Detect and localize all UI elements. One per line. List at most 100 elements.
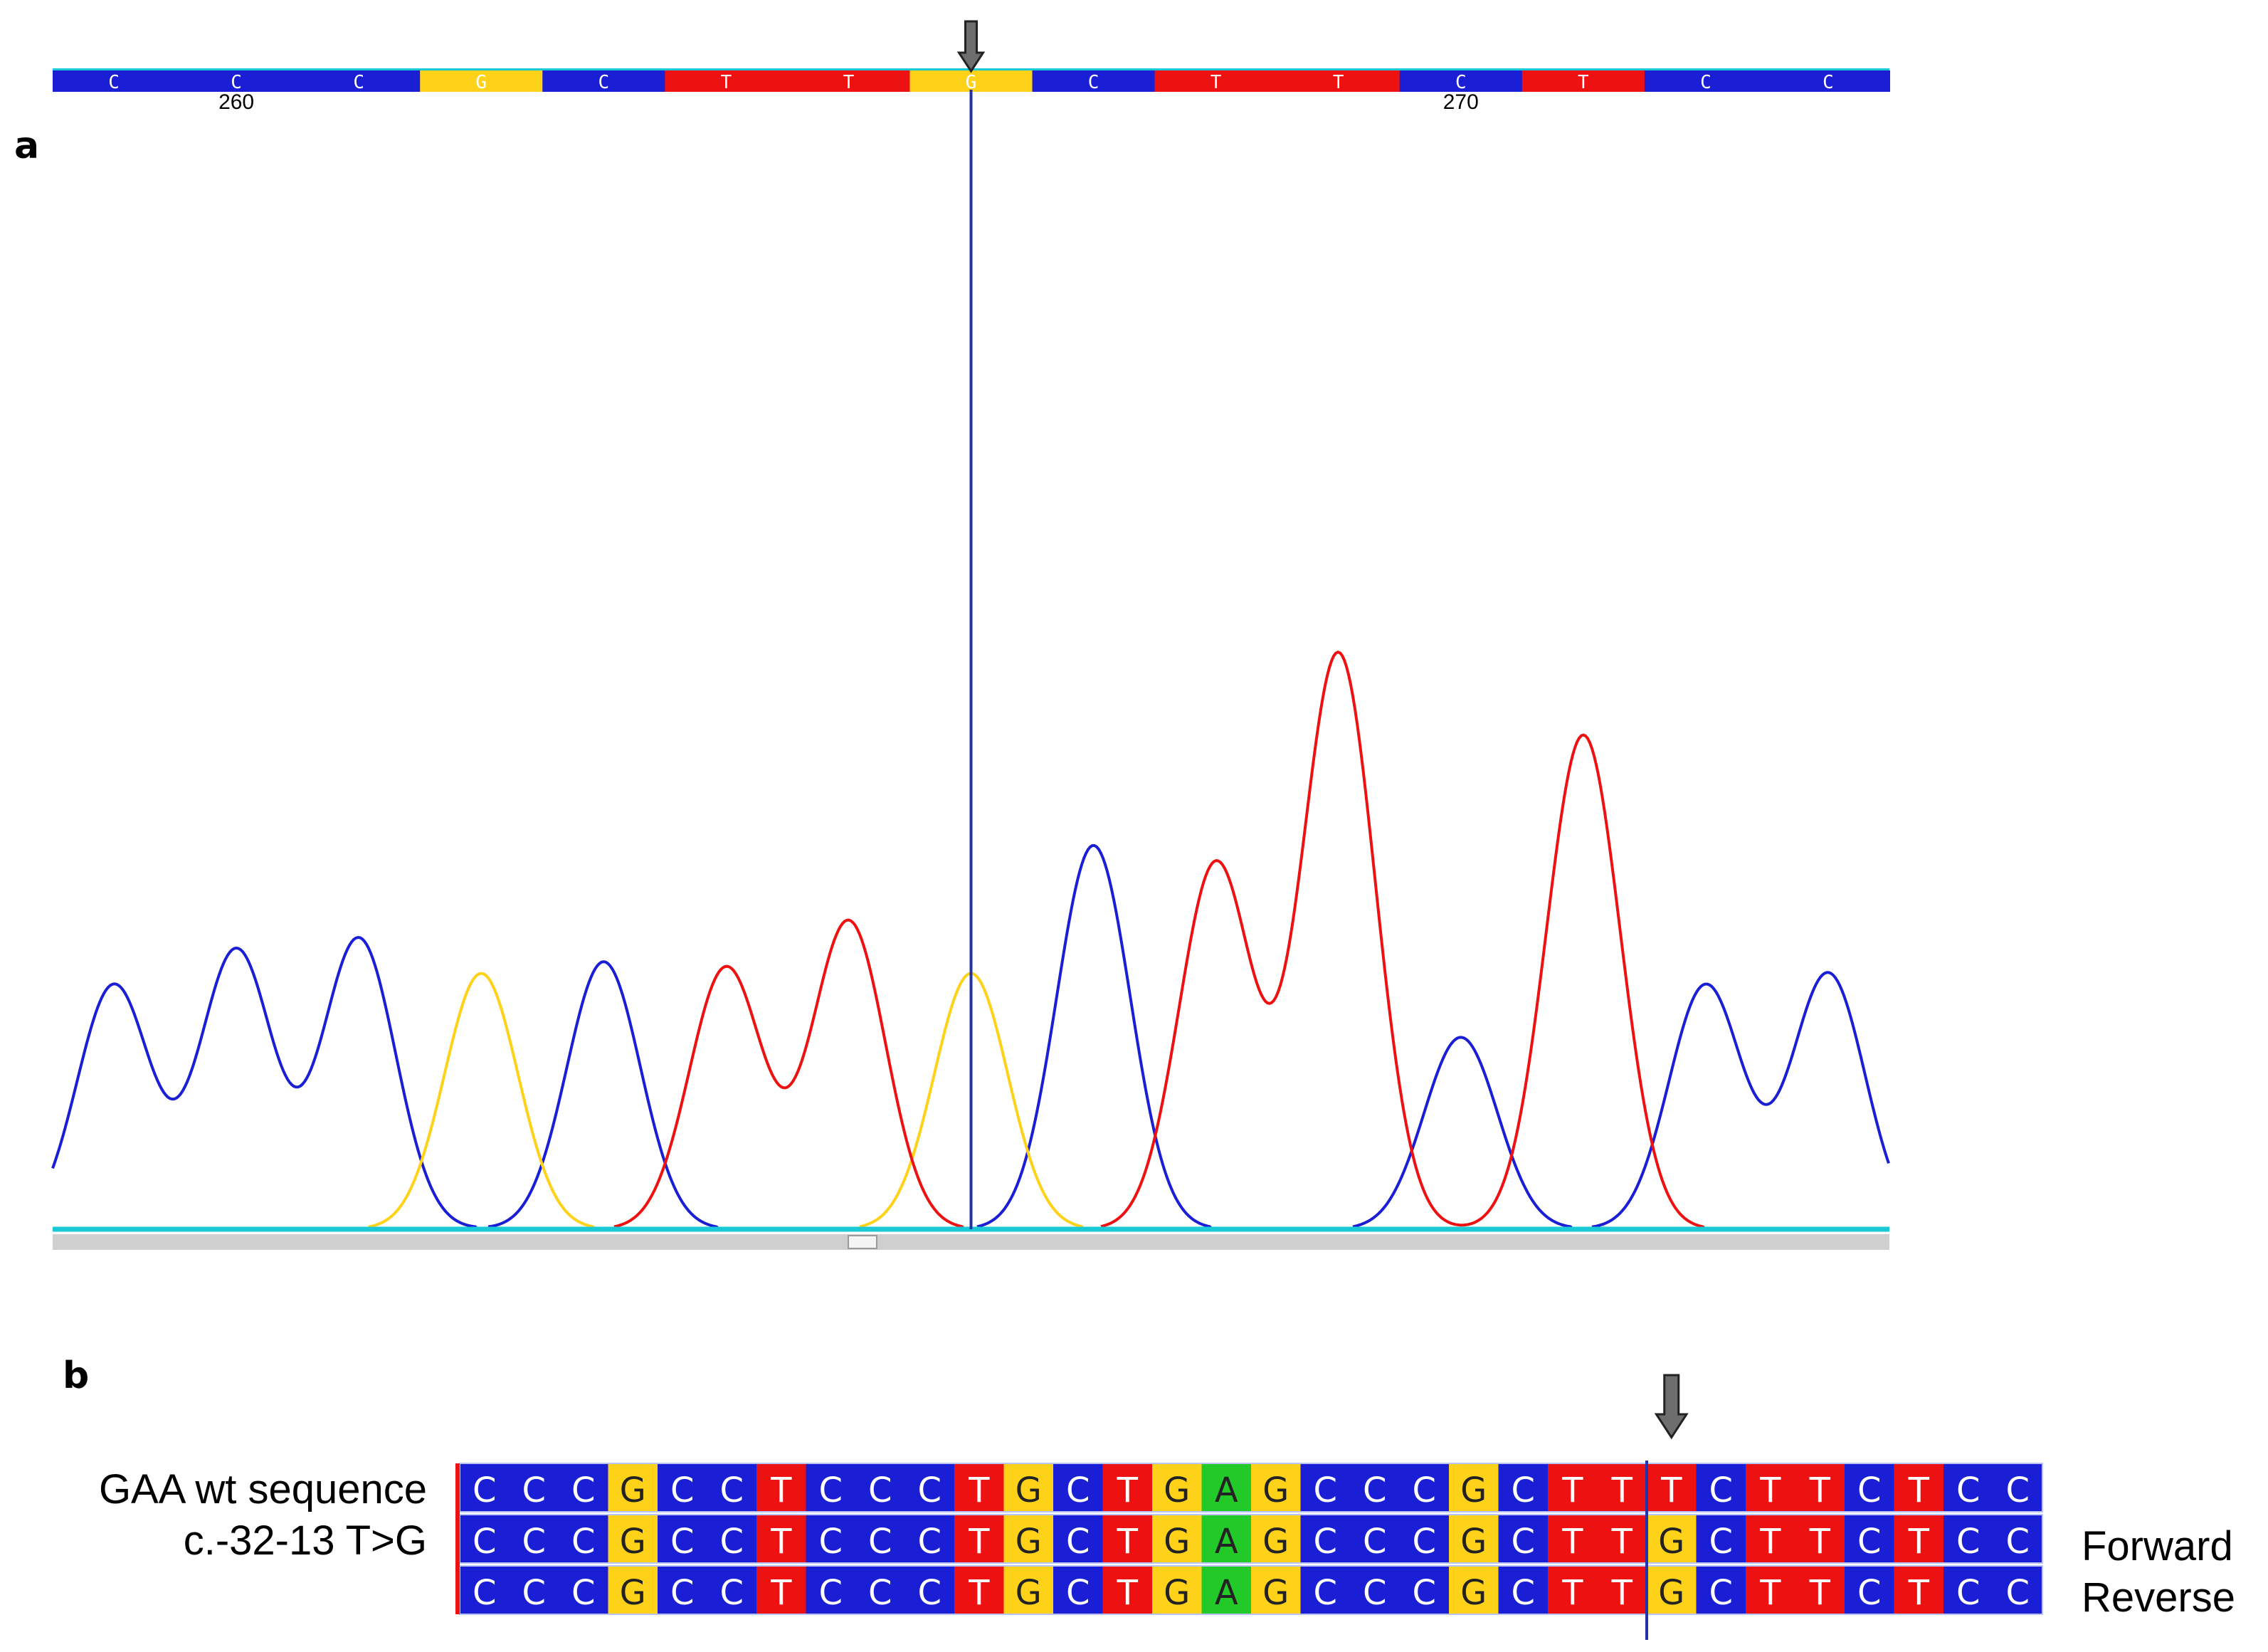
- alignment-cell: [707, 1463, 757, 1512]
- alignment-cell: [1548, 1566, 1598, 1614]
- alignment-cell: [608, 1463, 658, 1512]
- alignment-cell: [855, 1463, 905, 1512]
- alignment-cell: [1943, 1566, 1993, 1614]
- alignment-letter: C: [473, 1573, 497, 1613]
- alignment-cell: [1251, 1463, 1301, 1512]
- alignment-letter: C: [1066, 1573, 1090, 1613]
- alignment-letter: C: [1709, 1471, 1733, 1510]
- alignment-letter: T: [1759, 1522, 1781, 1562]
- alignment-cell: [1597, 1463, 1647, 1512]
- alignment-cell: [1053, 1463, 1103, 1512]
- alignment-letter: C: [917, 1573, 942, 1613]
- alignment-cell: [806, 1515, 856, 1563]
- alignment-cell: [855, 1515, 905, 1563]
- alignment-letter: T: [968, 1522, 990, 1562]
- arrow-shape: [956, 20, 986, 73]
- alignment-cell: [904, 1566, 955, 1614]
- alignment-letter: T: [770, 1573, 792, 1613]
- top-bar-letter: C: [598, 72, 609, 93]
- top-bar-letter: C: [1823, 72, 1834, 93]
- alignment-cell: [1548, 1515, 1598, 1563]
- alignment-letter: C: [571, 1573, 596, 1613]
- panel-label-b: b: [63, 1354, 89, 1397]
- alignment-cell: [707, 1566, 757, 1614]
- alignment-cell: [1102, 1463, 1153, 1512]
- alignment-letter: G: [620, 1573, 646, 1613]
- alignment-cell: [1845, 1515, 1894, 1563]
- alignment-letter: C: [522, 1471, 546, 1510]
- scrollbar-track[interactable]: [53, 1234, 1889, 1250]
- top-bar-letter: C: [231, 72, 242, 93]
- alignment-left-edge: [455, 1463, 460, 1614]
- alignment-letter: T: [1117, 1573, 1139, 1613]
- alignment-cell: [1201, 1515, 1252, 1563]
- alignment-cell: [559, 1515, 608, 1563]
- alignment-letter: G: [1262, 1522, 1289, 1562]
- alignment-letter: C: [719, 1471, 744, 1510]
- alignment-letter: C: [868, 1471, 892, 1510]
- alignment-row-label: GAA wt sequence: [99, 1466, 427, 1512]
- alignment-cell: [1003, 1566, 1054, 1614]
- alignment-cell: [509, 1463, 559, 1512]
- alignment-cell: [1003, 1463, 1054, 1512]
- alignment-letter: C: [818, 1522, 843, 1562]
- alignment-letter: G: [1164, 1573, 1190, 1613]
- arrow-shape: [1654, 1374, 1689, 1440]
- alignment-letter: T: [1117, 1522, 1139, 1562]
- alignment-letter: G: [620, 1522, 646, 1562]
- top-bar-cell: [175, 70, 299, 92]
- alignment-letter: T: [1809, 1471, 1831, 1510]
- top-bar-cell: [1032, 70, 1156, 92]
- alignment-cell: [1746, 1463, 1795, 1512]
- alignment-cell: [658, 1566, 707, 1614]
- alignment-cell: [460, 1566, 510, 1614]
- alignment-letter: C: [917, 1522, 942, 1562]
- alignment-cell: [904, 1463, 955, 1512]
- scrollbar-thumb[interactable]: [848, 1235, 877, 1249]
- alignment-letter: G: [1658, 1522, 1684, 1562]
- alignment-letter: C: [670, 1471, 695, 1510]
- alignment-cell: [1795, 1566, 1845, 1614]
- alignment-letter: A: [1215, 1471, 1238, 1510]
- top-bar-letter: C: [1088, 72, 1099, 93]
- alignment-grid: C C C G C C T C C C T G C T G A G C C C G C T T T C T T C T C CC C C G C C T C…: [455, 1463, 2043, 1615]
- alignment-letter: G: [620, 1471, 646, 1510]
- alignment-letter: C: [1066, 1471, 1090, 1510]
- alignment-cell: [1201, 1463, 1252, 1512]
- alignment-letter: C: [1956, 1573, 1980, 1613]
- alignment-cell: [1003, 1515, 1054, 1563]
- top-bar-cell: [297, 70, 421, 92]
- alignment-cell: [1894, 1515, 1944, 1563]
- alignment-letter: C: [1066, 1522, 1090, 1562]
- alignment-cell: [1300, 1566, 1351, 1614]
- alignment-cell: [1993, 1463, 2043, 1512]
- alignment-cell: [1943, 1463, 1993, 1512]
- alignment-letter: C: [473, 1522, 497, 1562]
- alignment-cell: [1548, 1463, 1598, 1512]
- alignment-letter: T: [1759, 1573, 1781, 1613]
- alignment-letter: C: [868, 1573, 892, 1613]
- alignment-cell: [1449, 1566, 1499, 1614]
- alignment-letter: C: [2005, 1522, 2030, 1562]
- alignment-cell: [756, 1515, 806, 1563]
- alignment-letter: G: [1460, 1573, 1487, 1613]
- top-bar-letter: T: [721, 72, 732, 93]
- top-bar-cell: [1766, 70, 1890, 92]
- alignment-cell: [1251, 1566, 1301, 1614]
- alignment-cell: [1993, 1566, 2043, 1614]
- alignment-cell: [904, 1515, 955, 1563]
- alignment-letter: T: [1759, 1471, 1781, 1510]
- alignment-letter: C: [1956, 1471, 1980, 1510]
- alignment-cell: [1300, 1515, 1351, 1563]
- trace-lines: [51, 651, 1890, 1231]
- top-bar-letter: C: [353, 72, 364, 93]
- alignment-letter: C: [1313, 1522, 1337, 1562]
- alignment-cell: [608, 1566, 658, 1614]
- alignment-cell: [1201, 1566, 1252, 1614]
- alignment-cell: [1746, 1566, 1795, 1614]
- alignment-letter: C: [2005, 1573, 2030, 1613]
- alignment-cell: [1449, 1463, 1499, 1512]
- alignment-cell: [1498, 1463, 1549, 1512]
